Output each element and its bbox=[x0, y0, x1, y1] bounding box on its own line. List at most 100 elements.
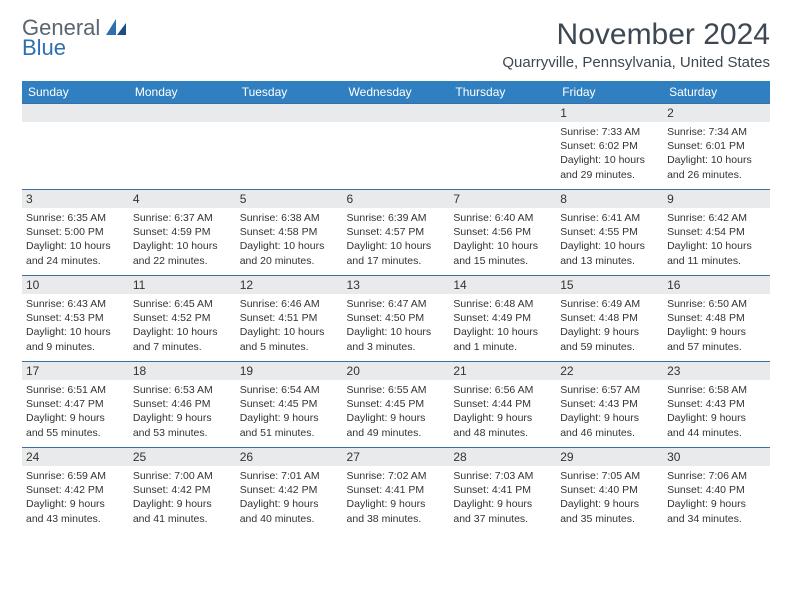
cell-line: Daylight: 9 hours and 37 minutes. bbox=[453, 497, 552, 525]
cell-body: Sunrise: 6:47 AMSunset: 4:50 PMDaylight:… bbox=[343, 294, 450, 358]
day-number: 22 bbox=[556, 362, 663, 380]
calendar-cell: 15Sunrise: 6:49 AMSunset: 4:48 PMDayligh… bbox=[556, 276, 663, 362]
calendar-cell bbox=[22, 104, 129, 190]
cell-line: Daylight: 10 hours and 15 minutes. bbox=[453, 239, 552, 267]
cell-line: Sunset: 4:49 PM bbox=[453, 311, 552, 325]
cell-line: Daylight: 10 hours and 20 minutes. bbox=[240, 239, 339, 267]
cell-line: Sunset: 4:51 PM bbox=[240, 311, 339, 325]
day-number: 19 bbox=[236, 362, 343, 380]
cell-body: Sunrise: 6:39 AMSunset: 4:57 PMDaylight:… bbox=[343, 208, 450, 272]
day-number: 7 bbox=[449, 190, 556, 208]
cell-body: Sunrise: 6:48 AMSunset: 4:49 PMDaylight:… bbox=[449, 294, 556, 358]
cell-body: Sunrise: 6:41 AMSunset: 4:55 PMDaylight:… bbox=[556, 208, 663, 272]
calendar-cell: 13Sunrise: 6:47 AMSunset: 4:50 PMDayligh… bbox=[343, 276, 450, 362]
calendar-cell: 18Sunrise: 6:53 AMSunset: 4:46 PMDayligh… bbox=[129, 362, 236, 448]
cell-line: Sunset: 4:46 PM bbox=[133, 397, 232, 411]
cell-line: Daylight: 9 hours and 38 minutes. bbox=[347, 497, 446, 525]
calendar-cell: 5Sunrise: 6:38 AMSunset: 4:58 PMDaylight… bbox=[236, 190, 343, 276]
calendar-cell: 3Sunrise: 6:35 AMSunset: 5:00 PMDaylight… bbox=[22, 190, 129, 276]
cell-body: Sunrise: 6:58 AMSunset: 4:43 PMDaylight:… bbox=[663, 380, 770, 444]
calendar-cell: 24Sunrise: 6:59 AMSunset: 4:42 PMDayligh… bbox=[22, 448, 129, 534]
cell-body: Sunrise: 7:00 AMSunset: 4:42 PMDaylight:… bbox=[129, 466, 236, 530]
day-number: 20 bbox=[343, 362, 450, 380]
day-header: Thursday bbox=[449, 81, 556, 104]
cell-body: Sunrise: 7:06 AMSunset: 4:40 PMDaylight:… bbox=[663, 466, 770, 530]
cell-body: Sunrise: 6:56 AMSunset: 4:44 PMDaylight:… bbox=[449, 380, 556, 444]
cell-line: Daylight: 9 hours and 46 minutes. bbox=[560, 411, 659, 439]
cell-body: Sunrise: 6:50 AMSunset: 4:48 PMDaylight:… bbox=[663, 294, 770, 358]
cell-line: Sunrise: 6:46 AM bbox=[240, 297, 339, 311]
day-number: 5 bbox=[236, 190, 343, 208]
cell-body: Sunrise: 6:59 AMSunset: 4:42 PMDaylight:… bbox=[22, 466, 129, 530]
day-header: Wednesday bbox=[343, 81, 450, 104]
cell-line: Sunset: 4:59 PM bbox=[133, 225, 232, 239]
cell-line: Sunrise: 7:05 AM bbox=[560, 469, 659, 483]
cell-line: Sunrise: 6:45 AM bbox=[133, 297, 232, 311]
day-number bbox=[343, 104, 450, 122]
cell-line: Sunset: 6:02 PM bbox=[560, 139, 659, 153]
cell-body: Sunrise: 6:57 AMSunset: 4:43 PMDaylight:… bbox=[556, 380, 663, 444]
day-header: Monday bbox=[129, 81, 236, 104]
cell-line: Sunset: 4:43 PM bbox=[667, 397, 766, 411]
day-number: 14 bbox=[449, 276, 556, 294]
cell-body bbox=[343, 122, 450, 182]
cell-line: Sunset: 5:00 PM bbox=[26, 225, 125, 239]
day-number: 2 bbox=[663, 104, 770, 122]
calendar-row: 17Sunrise: 6:51 AMSunset: 4:47 PMDayligh… bbox=[22, 362, 770, 448]
cell-body: Sunrise: 6:51 AMSunset: 4:47 PMDaylight:… bbox=[22, 380, 129, 444]
cell-line: Sunrise: 7:02 AM bbox=[347, 469, 446, 483]
cell-line: Daylight: 9 hours and 57 minutes. bbox=[667, 325, 766, 353]
cell-line: Sunset: 4:40 PM bbox=[667, 483, 766, 497]
day-header-row: SundayMondayTuesdayWednesdayThursdayFrid… bbox=[22, 81, 770, 104]
cell-line: Daylight: 10 hours and 26 minutes. bbox=[667, 153, 766, 181]
day-number: 1 bbox=[556, 104, 663, 122]
cell-body: Sunrise: 6:54 AMSunset: 4:45 PMDaylight:… bbox=[236, 380, 343, 444]
day-header: Friday bbox=[556, 81, 663, 104]
logo-word2: Blue bbox=[22, 35, 66, 60]
calendar-row: 10Sunrise: 6:43 AMSunset: 4:53 PMDayligh… bbox=[22, 276, 770, 362]
cell-line: Sunset: 4:53 PM bbox=[26, 311, 125, 325]
cell-body: Sunrise: 6:42 AMSunset: 4:54 PMDaylight:… bbox=[663, 208, 770, 272]
calendar-cell: 7Sunrise: 6:40 AMSunset: 4:56 PMDaylight… bbox=[449, 190, 556, 276]
cell-line: Daylight: 9 hours and 34 minutes. bbox=[667, 497, 766, 525]
calendar-body: 1Sunrise: 7:33 AMSunset: 6:02 PMDaylight… bbox=[22, 104, 770, 534]
cell-line: Sunset: 4:48 PM bbox=[667, 311, 766, 325]
cell-line: Daylight: 9 hours and 55 minutes. bbox=[26, 411, 125, 439]
cell-line: Sunset: 4:47 PM bbox=[26, 397, 125, 411]
cell-line: Sunrise: 6:49 AM bbox=[560, 297, 659, 311]
cell-body: Sunrise: 6:38 AMSunset: 4:58 PMDaylight:… bbox=[236, 208, 343, 272]
day-number: 17 bbox=[22, 362, 129, 380]
day-header: Tuesday bbox=[236, 81, 343, 104]
calendar-row: 3Sunrise: 6:35 AMSunset: 5:00 PMDaylight… bbox=[22, 190, 770, 276]
calendar-cell: 29Sunrise: 7:05 AMSunset: 4:40 PMDayligh… bbox=[556, 448, 663, 534]
day-number: 21 bbox=[449, 362, 556, 380]
logo-text: General Blue bbox=[22, 18, 126, 58]
calendar-cell: 16Sunrise: 6:50 AMSunset: 4:48 PMDayligh… bbox=[663, 276, 770, 362]
calendar-cell: 10Sunrise: 6:43 AMSunset: 4:53 PMDayligh… bbox=[22, 276, 129, 362]
cell-line: Daylight: 10 hours and 7 minutes. bbox=[133, 325, 232, 353]
cell-line: Sunrise: 6:40 AM bbox=[453, 211, 552, 225]
cell-body: Sunrise: 6:46 AMSunset: 4:51 PMDaylight:… bbox=[236, 294, 343, 358]
cell-line: Sunset: 4:45 PM bbox=[347, 397, 446, 411]
cell-line: Sunset: 4:42 PM bbox=[133, 483, 232, 497]
cell-line: Sunrise: 6:50 AM bbox=[667, 297, 766, 311]
cell-line: Daylight: 10 hours and 9 minutes. bbox=[26, 325, 125, 353]
cell-line: Sunset: 4:56 PM bbox=[453, 225, 552, 239]
cell-line: Daylight: 10 hours and 24 minutes. bbox=[26, 239, 125, 267]
cell-line: Daylight: 10 hours and 17 minutes. bbox=[347, 239, 446, 267]
calendar-cell bbox=[343, 104, 450, 190]
cell-line: Daylight: 9 hours and 51 minutes. bbox=[240, 411, 339, 439]
cell-body: Sunrise: 7:01 AMSunset: 4:42 PMDaylight:… bbox=[236, 466, 343, 530]
cell-line: Daylight: 10 hours and 13 minutes. bbox=[560, 239, 659, 267]
header: General Blue November 2024 Quarryville, … bbox=[22, 18, 770, 71]
cell-body: Sunrise: 6:40 AMSunset: 4:56 PMDaylight:… bbox=[449, 208, 556, 272]
calendar-cell: 4Sunrise: 6:37 AMSunset: 4:59 PMDaylight… bbox=[129, 190, 236, 276]
cell-line: Sunset: 4:57 PM bbox=[347, 225, 446, 239]
cell-line: Daylight: 10 hours and 5 minutes. bbox=[240, 325, 339, 353]
cell-line: Sunset: 4:52 PM bbox=[133, 311, 232, 325]
logo: General Blue bbox=[22, 18, 126, 58]
calendar-cell: 12Sunrise: 6:46 AMSunset: 4:51 PMDayligh… bbox=[236, 276, 343, 362]
day-number: 28 bbox=[449, 448, 556, 466]
cell-line: Sunset: 4:54 PM bbox=[667, 225, 766, 239]
calendar-cell: 17Sunrise: 6:51 AMSunset: 4:47 PMDayligh… bbox=[22, 362, 129, 448]
